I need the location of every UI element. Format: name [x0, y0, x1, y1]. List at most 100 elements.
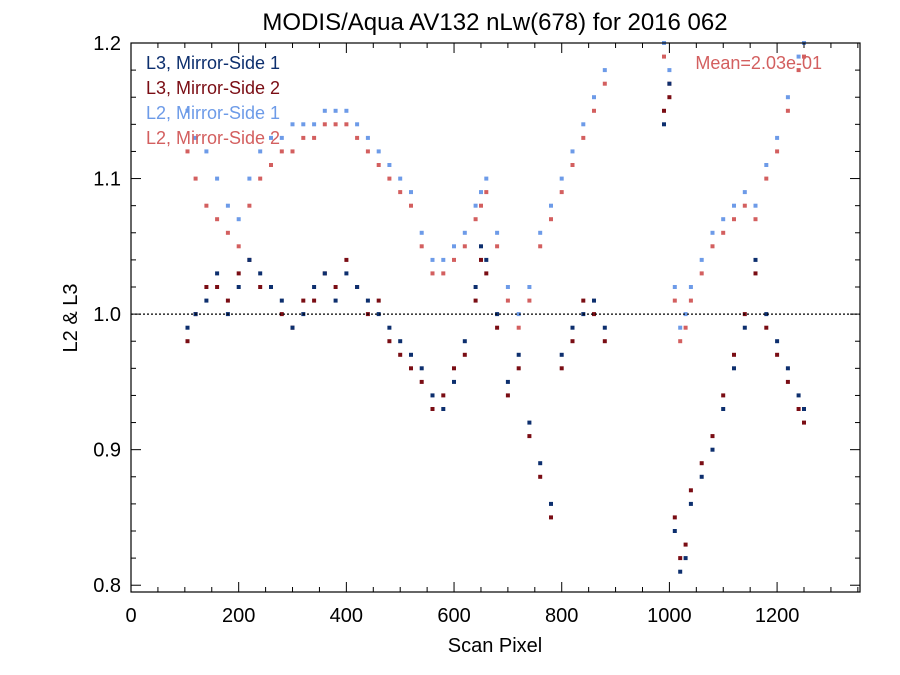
- data-point: [742, 203, 747, 208]
- data-point: [592, 95, 596, 100]
- data-point: [236, 271, 241, 276]
- data-point: [802, 54, 806, 59]
- data-point: [452, 244, 456, 249]
- data-point: [290, 149, 295, 154]
- data-point: [473, 298, 478, 303]
- data-point: [258, 176, 263, 181]
- data-point: [441, 271, 446, 276]
- data-point: [290, 325, 295, 330]
- data-point: [301, 135, 306, 140]
- data-point: [495, 244, 500, 249]
- data-point: [441, 407, 446, 411]
- data-point: [185, 325, 190, 330]
- data-point: [570, 149, 575, 154]
- data-point: [683, 325, 688, 330]
- data-point: [376, 149, 381, 154]
- data-point: [333, 285, 338, 289]
- data-point: [753, 217, 758, 222]
- data-point: [495, 230, 500, 235]
- data-point: [258, 271, 263, 276]
- data-point: [204, 149, 209, 154]
- data-point: [516, 352, 521, 357]
- data-point: [430, 393, 435, 398]
- y-tick-label: 1.0: [93, 304, 121, 326]
- data-point: [355, 285, 360, 289]
- data-point: [495, 312, 500, 317]
- legend-entry-l2-ms1: L2, Mirror-Side 1: [146, 103, 280, 123]
- data-point: [592, 312, 596, 317]
- y-tick-label: 1.2: [93, 33, 121, 55]
- data-point: [312, 298, 317, 303]
- data-point: [247, 257, 252, 262]
- data-point: [479, 203, 483, 208]
- data-point: [215, 176, 220, 181]
- data-point: [785, 366, 790, 371]
- data-point: [732, 352, 736, 357]
- data-point: [678, 569, 683, 574]
- x-tick-label: 0: [125, 605, 136, 627]
- data-point: [662, 54, 666, 59]
- data-point: [376, 298, 381, 303]
- data-point: [247, 203, 252, 208]
- data-point: [215, 217, 220, 222]
- data-point: [269, 163, 273, 167]
- data-point: [796, 54, 801, 59]
- data-point: [473, 217, 478, 222]
- data-point: [683, 312, 688, 317]
- x-tick-label: 1000: [647, 605, 692, 627]
- data-point: [204, 285, 209, 289]
- data-point: [479, 190, 483, 195]
- data-point: [764, 312, 769, 317]
- data-point: [581, 122, 586, 127]
- data-point: [387, 339, 392, 344]
- data-point: [301, 298, 306, 303]
- data-point: [505, 298, 510, 303]
- data-point: [688, 501, 693, 506]
- data-point: [710, 230, 715, 235]
- data-point: [775, 149, 780, 154]
- data-point: [559, 352, 564, 357]
- legend-entry-l2-ms2: L2, Mirror-Side 2: [146, 128, 280, 148]
- data-point: [775, 135, 780, 140]
- data-point: [258, 149, 263, 154]
- mean-annotation: Mean=2.03e-01: [695, 53, 822, 73]
- data-point: [312, 285, 317, 289]
- data-point: [753, 257, 758, 262]
- data-point: [355, 135, 360, 140]
- data-point: [215, 271, 220, 276]
- data-point: [365, 298, 370, 303]
- data-point: [376, 312, 381, 317]
- data-point: [527, 420, 532, 425]
- data-point: [452, 379, 456, 384]
- data-point: [279, 312, 284, 317]
- data-point: [322, 108, 327, 113]
- data-point: [549, 203, 553, 208]
- data-point: [688, 298, 693, 303]
- plot-frame: [130, 42, 861, 593]
- data-point: [672, 298, 677, 303]
- data-point: [479, 257, 483, 262]
- data-point: [785, 108, 790, 113]
- data-point: [452, 366, 456, 371]
- data-point: [505, 379, 510, 384]
- data-point: [667, 68, 672, 73]
- x-tick-label: 800: [545, 605, 578, 627]
- x-tick-label: 200: [222, 605, 255, 627]
- data-point: [258, 285, 263, 289]
- data-point: [678, 339, 683, 344]
- data-point: [721, 407, 726, 411]
- data-point: [344, 108, 349, 113]
- data-point: [775, 339, 780, 344]
- data-point: [376, 163, 381, 167]
- data-point: [312, 122, 317, 127]
- data-point: [581, 135, 586, 140]
- data-point: [592, 298, 596, 303]
- data-point: [409, 190, 413, 195]
- x-tick-label: 600: [437, 605, 470, 627]
- data-point: [333, 122, 338, 127]
- data-point: [742, 325, 747, 330]
- data-point: [452, 257, 456, 262]
- data-point: [409, 203, 413, 208]
- data-point: [764, 163, 769, 167]
